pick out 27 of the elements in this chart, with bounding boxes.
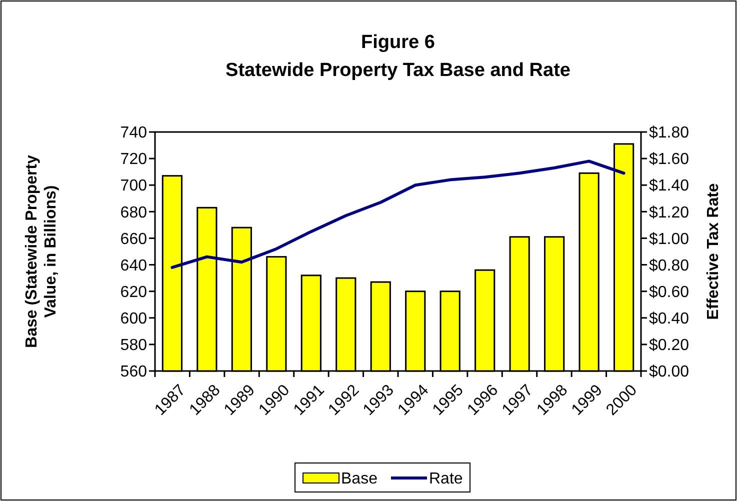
y-tick-label: 700 [120, 178, 148, 195]
y-tick-label: 680 [120, 204, 148, 222]
y2-tick-label: $0.20 [649, 337, 690, 354]
chart-title: Figure 6 [361, 32, 435, 53]
line-series [170, 160, 626, 269]
y-tick-label: 640 [120, 257, 148, 274]
y2-tick-label: $1.80 [649, 124, 690, 142]
y-tick-label: 600 [120, 310, 148, 328]
chart-subtitle: Statewide Property Tax Base and Rate [226, 60, 570, 81]
y-tick-label: 580 [120, 337, 148, 354]
y2-tick-label: $0.00 [649, 364, 690, 381]
y-axis-title: Base (Statewide Property Value, in Billions) [23, 154, 60, 348]
y-tick-label: 720 [120, 151, 148, 168]
legend-label: Rate [429, 470, 463, 488]
y-tick-label: 740 [120, 124, 148, 142]
y2-tick-label: $1.60 [649, 151, 690, 168]
y2-tick-label: $1.00 [649, 230, 690, 248]
y-tick-label: 620 [120, 284, 148, 301]
y2-tick-label: $1.20 [649, 204, 690, 222]
y-tick-label: 560 [120, 364, 148, 381]
y2-tick-label: $0.80 [649, 257, 690, 274]
y2-axis-title: Effective Tax Rate [705, 183, 722, 320]
y2-tick-label: $1.40 [649, 178, 690, 195]
legend-label: Base [341, 470, 378, 488]
y2-tick-label: $0.60 [649, 284, 690, 301]
y-tick-label: 660 [120, 230, 148, 248]
y2-tick-label: $0.40 [649, 310, 690, 328]
